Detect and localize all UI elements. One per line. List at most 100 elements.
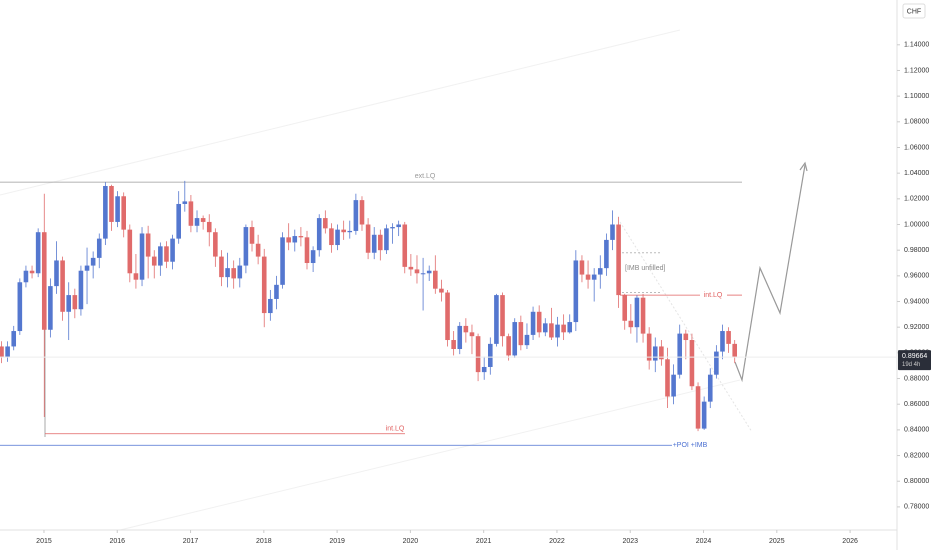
candle-body — [408, 266, 414, 270]
candle-body — [402, 224, 408, 267]
candle-body — [695, 386, 701, 429]
candle-body — [103, 185, 108, 239]
candle-body — [622, 295, 628, 321]
candle-body — [329, 228, 334, 246]
candle-body — [677, 333, 683, 375]
candle-body — [536, 311, 542, 333]
y-tick-label: 0.96000 — [904, 273, 929, 280]
candle-body — [347, 230, 353, 233]
candle-body — [115, 196, 120, 222]
candle-body — [426, 270, 432, 274]
candle-body — [139, 233, 145, 280]
candle-body — [280, 237, 285, 285]
x-tick-label: 2016 — [109, 538, 125, 545]
y-tick-label: 0.82000 — [904, 452, 929, 459]
candle-body — [60, 260, 65, 312]
y-tick-label: 1.08000 — [904, 119, 929, 126]
candle-body — [158, 246, 163, 266]
candle-body — [732, 343, 737, 357]
candle-body — [579, 260, 585, 275]
candle-body — [200, 218, 206, 222]
candle-body — [151, 256, 157, 266]
candle-body — [420, 273, 426, 275]
last-price-box — [898, 350, 931, 371]
candle-body — [274, 284, 279, 299]
candle-body — [371, 234, 377, 253]
candle-body — [90, 257, 96, 266]
candle-body — [591, 274, 597, 280]
x-tick-label: 2019 — [329, 538, 345, 545]
candle-body — [353, 200, 359, 231]
y-tick-label: 0.84000 — [904, 427, 929, 434]
x-tick-label: 2017 — [183, 538, 199, 545]
candle-body — [646, 333, 652, 361]
candle-body — [164, 246, 169, 262]
candle-body — [628, 320, 634, 328]
y-tick-label: 0.92000 — [904, 324, 929, 331]
candle-body — [5, 346, 10, 357]
candle-body — [659, 346, 664, 360]
candle-body — [616, 224, 621, 296]
countdown-label: 19d 4h — [902, 362, 920, 368]
candle-body — [188, 201, 194, 226]
y-tick-label: 1.06000 — [904, 144, 929, 151]
candle-body — [323, 218, 328, 229]
trend-line — [119, 379, 741, 531]
x-tick-label: 2018 — [256, 538, 272, 545]
candle-body — [457, 325, 463, 350]
candle-body — [359, 200, 365, 225]
candle-body — [634, 297, 640, 328]
candle-body — [555, 324, 560, 338]
currency-box[interactable] — [902, 3, 926, 19]
candle-body — [524, 334, 530, 346]
level-label: int.LQ — [386, 426, 405, 433]
trend-line — [619, 221, 753, 433]
x-tick-label: 2026 — [842, 538, 858, 545]
candle-body — [469, 332, 475, 337]
candle-body — [414, 269, 420, 274]
trend-line — [0, 29, 681, 196]
candle-body — [390, 227, 395, 229]
candle-body — [0, 346, 4, 357]
candle-body — [96, 238, 102, 258]
candle-body — [341, 229, 346, 233]
candle-body — [17, 282, 23, 332]
candle-body — [494, 295, 499, 344]
candle-body — [54, 260, 59, 287]
candle-body — [567, 322, 573, 333]
candle-body — [451, 340, 456, 350]
y-tick-label: 0.78000 — [904, 504, 929, 511]
candle-body — [304, 237, 310, 264]
candle-body — [243, 227, 249, 266]
candle-body — [481, 366, 487, 373]
candle-body — [249, 227, 255, 244]
candle-body — [292, 236, 298, 243]
x-tick-label: 2021 — [476, 538, 492, 545]
candle-body — [29, 270, 35, 274]
candle-body — [41, 232, 47, 330]
candle-body — [286, 237, 291, 243]
candle-body — [433, 270, 438, 289]
candle-body — [133, 273, 139, 280]
y-tick-label: 1.12000 — [904, 67, 929, 74]
candle-body — [182, 201, 188, 204]
candle-body — [261, 256, 267, 314]
candle-body — [170, 238, 175, 262]
candle-body — [335, 229, 340, 246]
candle-body — [500, 295, 505, 337]
y-tick-label: 1.04000 — [904, 170, 929, 177]
candle-body — [268, 298, 273, 314]
candle-body — [378, 234, 383, 251]
y-tick-label: 0.80000 — [904, 478, 929, 485]
y-tick-label: 1.14000 — [904, 42, 929, 49]
candle-body — [597, 268, 603, 275]
projection-arrow — [799, 161, 808, 172]
candle-body — [84, 265, 90, 271]
candle-body — [206, 221, 212, 233]
y-tick-label: 0.94000 — [904, 298, 929, 305]
candle-body — [683, 333, 689, 341]
candle-body — [316, 218, 322, 251]
candle-body — [604, 239, 609, 269]
candle-body — [549, 323, 554, 338]
candle-body — [640, 297, 646, 334]
